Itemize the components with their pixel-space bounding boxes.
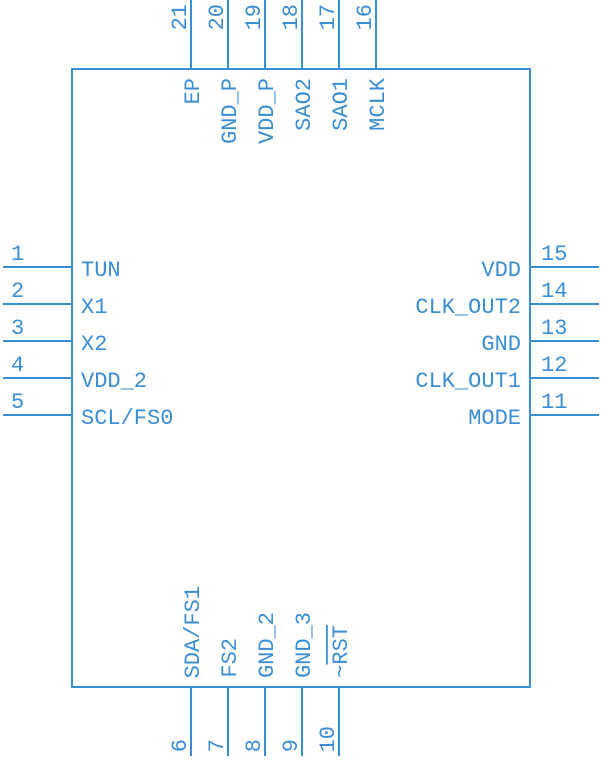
pin-num-4: 4 xyxy=(11,353,24,378)
pin-label-16: MCLK xyxy=(366,78,391,131)
pin-num-9: 9 xyxy=(279,739,304,752)
pin-num-16: 16 xyxy=(353,4,378,30)
pin-num-12: 12 xyxy=(541,353,567,378)
pin-label-8: GND_2 xyxy=(255,612,280,678)
pin-label-3: X2 xyxy=(81,332,107,357)
pin-num-17: 17 xyxy=(316,4,341,30)
pin-label-17: SAO1 xyxy=(329,78,354,131)
pin-num-11: 11 xyxy=(541,390,567,415)
pin-num-21: 21 xyxy=(168,4,193,30)
pin-num-2: 2 xyxy=(11,279,24,304)
pin-label-4: VDD_2 xyxy=(81,369,147,394)
pin-num-18: 18 xyxy=(279,4,304,30)
pin-label-14: CLK_OUT2 xyxy=(415,295,521,320)
pin-label-6: SDA/FS1 xyxy=(181,586,206,678)
pin-num-5: 5 xyxy=(11,390,24,415)
pin-num-13: 13 xyxy=(541,316,567,341)
pin-label-20: GND_P xyxy=(218,78,243,144)
pin-num-14: 14 xyxy=(541,279,567,304)
pin-label-15: VDD xyxy=(481,258,521,283)
pin-num-19: 19 xyxy=(242,4,267,30)
pin-label-21: EP xyxy=(181,78,206,104)
pin-num-7: 7 xyxy=(205,739,230,752)
pin-num-3: 3 xyxy=(11,316,24,341)
pin-num-20: 20 xyxy=(205,4,230,30)
pin-label-7: FS2 xyxy=(218,638,243,678)
pin-label-13: GND xyxy=(481,332,521,357)
pin-label-11: MODE xyxy=(468,406,521,431)
pin-label-18: SAO2 xyxy=(292,78,317,131)
pin-label-9: GND_3 xyxy=(292,612,317,678)
pin-label-12: CLK_OUT1 xyxy=(415,369,521,394)
pin-num-15: 15 xyxy=(541,242,567,267)
pin-num-10: 10 xyxy=(316,726,341,752)
pin-num-8: 8 xyxy=(242,739,267,752)
pin-label-5: SCL/FS0 xyxy=(81,406,173,431)
pin-label-1: TUN xyxy=(81,258,121,283)
pin-num-6: 6 xyxy=(168,739,193,752)
pin-label-10: ~RST xyxy=(329,625,354,678)
pin-num-1: 1 xyxy=(11,242,24,267)
pin-label-2: X1 xyxy=(81,295,107,320)
pin-label-19: VDD_P xyxy=(255,78,280,144)
